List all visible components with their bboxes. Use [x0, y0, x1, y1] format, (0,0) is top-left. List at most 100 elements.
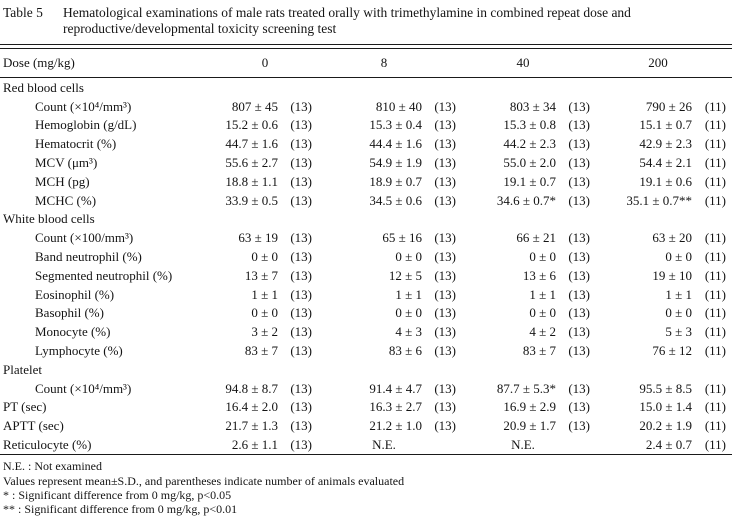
cell-value: 21.7 ± 1.3 — [225, 418, 278, 434]
data-cell: 810 ± 40 (13) — [312, 99, 456, 115]
cell-value: 19.1 ± 0.6 — [639, 173, 692, 189]
data-cell: 5 ± 3 (11) — [590, 324, 726, 340]
row-label: APTT (sec) — [3, 418, 64, 434]
cell-animal-count: (13) — [568, 117, 590, 133]
cell-animal-count: (13) — [568, 192, 590, 208]
data-cell: 83 ± 7 (13) — [218, 343, 312, 359]
caption-text: Hematological examinations of male rats … — [63, 5, 728, 37]
cell-value: 3 ± 2 — [251, 324, 278, 340]
row-label: MCV (μm³) — [35, 154, 98, 170]
table-number: Table 5 — [3, 5, 43, 20]
data-cell: 15.1 ± 0.7 (11) — [590, 117, 726, 133]
cell-animal-count: (13) — [434, 305, 456, 321]
cell-value: 94.8 ± 8.7 — [225, 380, 278, 396]
cell-animal-count: (13) — [568, 248, 590, 264]
table-row: Segmented neutrophil (%) 13 ± 7 (13) 12 … — [0, 266, 732, 285]
cell-animal-count: (11) — [704, 136, 726, 152]
cell-value: 55.6 ± 2.7 — [225, 154, 278, 170]
cell-animal-count: (11) — [704, 305, 726, 321]
cell-animal-count: (13) — [290, 248, 312, 264]
cell-value: 16.3 ± 2.7 — [369, 399, 422, 415]
cell-value: N.E. — [511, 436, 535, 452]
cell-value: 0 ± 0 — [529, 248, 556, 264]
data-cell: 0 ± 0 (13) — [218, 249, 312, 265]
cell-value: 0 ± 0 — [251, 305, 278, 321]
cell-animal-count: (13) — [434, 117, 456, 133]
row-label: Monocyte (%) — [35, 324, 111, 340]
cell-animal-count: (11) — [704, 324, 726, 340]
data-cell: 42.9 ± 2.3 (11) — [590, 136, 726, 152]
cell-animal-count: (11) — [704, 173, 726, 189]
cell-value: 63 ± 20 — [652, 230, 692, 246]
cell-animal-count: (13) — [290, 342, 312, 358]
cell-value: 15.2 ± 0.6 — [225, 117, 278, 133]
data-cell: 1 ± 1 (13) — [312, 287, 456, 303]
table-section-row: White blood cells — [0, 210, 732, 229]
row-label: Band neutrophil (%) — [35, 248, 142, 264]
cell-animal-count: (13) — [290, 230, 312, 246]
cell-animal-count: (11) — [704, 154, 726, 170]
data-cell: 1 ± 1 (11) — [590, 287, 726, 303]
cell-value: 2.6 ± 1.1 — [231, 436, 278, 452]
table-top-double-rule — [0, 44, 732, 50]
data-cell: 0 ± 0 (13) — [456, 249, 590, 265]
cell-animal-count: (13) — [568, 154, 590, 170]
cell-value: 15.3 ± 0.4 — [369, 117, 422, 133]
row-label: Count (×10⁴/mm³) — [35, 98, 132, 114]
table-section-row: Red blood cells — [0, 78, 732, 97]
cell-animal-count: (13) — [434, 399, 456, 415]
table-row: Eosinophil (%) 1 ± 1 (13) 1 ± 1 (13) 1 ±… — [0, 285, 732, 304]
row-label: Basophil (%) — [35, 305, 104, 321]
cell-value: 1 ± 1 — [529, 286, 556, 302]
cell-animal-count: (11) — [704, 117, 726, 133]
data-cell: 55.6 ± 2.7 (13) — [218, 155, 312, 171]
cell-value: 54.9 ± 1.9 — [369, 154, 422, 170]
dose-col-0: 0 — [261, 55, 269, 71]
data-cell: 35.1 ± 0.7** (11) — [590, 193, 726, 209]
data-cell: 3 ± 2 (13) — [218, 324, 312, 340]
cell-animal-count: (13) — [568, 305, 590, 321]
data-cell: 0 ± 0 (13) — [218, 305, 312, 321]
cell-animal-count: (13) — [290, 267, 312, 283]
data-cell: 44.4 ± 1.6 (13) — [312, 136, 456, 152]
cell-value: 44.4 ± 1.6 — [369, 136, 422, 152]
data-cell: 16.3 ± 2.7 (13) — [312, 399, 456, 415]
data-cell: 807 ± 45 (13) — [218, 99, 312, 115]
data-cell: 65 ± 16 (13) — [312, 230, 456, 246]
cell-value: 0 ± 0 — [665, 248, 692, 264]
cell-value: 12 ± 5 — [388, 267, 422, 283]
data-cell: 0 ± 0 (13) — [312, 305, 456, 321]
section-label: Red blood cells — [3, 79, 84, 95]
cell-value: 5 ± 3 — [665, 324, 692, 340]
cell-value: 19.1 ± 0.7 — [503, 173, 556, 189]
data-cell: 20.2 ± 1.9 (11) — [590, 418, 726, 434]
cell-value: 1 ± 1 — [665, 286, 692, 302]
cell-value: 55.0 ± 2.0 — [503, 154, 556, 170]
data-cell: 1 ± 1 (13) — [218, 287, 312, 303]
cell-value: 0 ± 0 — [529, 305, 556, 321]
cell-animal-count: (13) — [290, 136, 312, 152]
cell-value: 76 ± 12 — [652, 342, 692, 358]
cell-value: 0 ± 0 — [251, 248, 278, 264]
data-cell: 16.4 ± 2.0 (13) — [218, 399, 312, 415]
dose-col-8: 8 — [380, 55, 388, 71]
cell-value: 54.4 ± 2.1 — [639, 154, 692, 170]
data-cell: 2.6 ± 1.1 (13) — [218, 437, 312, 453]
cell-animal-count: (13) — [434, 98, 456, 114]
cell-value: 0 ± 0 — [665, 305, 692, 321]
data-cell: 21.7 ± 1.3 (13) — [218, 418, 312, 434]
data-cell: 55.0 ± 2.0 (13) — [456, 155, 590, 171]
cell-animal-count: (11) — [704, 248, 726, 264]
cell-animal-count: (13) — [568, 418, 590, 434]
caption-line-1: Hematological examinations of male rats … — [63, 5, 631, 20]
cell-value: 790 ± 26 — [645, 98, 692, 114]
data-cell: 1 ± 1 (13) — [456, 287, 590, 303]
data-cell: 83 ± 7 (13) — [456, 343, 590, 359]
table-row: PT (sec) 16.4 ± 2.0 (13) 16.3 ± 2.7 (13)… — [0, 398, 732, 417]
cell-value: 19 ± 10 — [652, 267, 692, 283]
cell-animal-count: (13) — [568, 286, 590, 302]
cell-value: 83 ± 6 — [388, 342, 422, 358]
cell-value: 803 ± 34 — [509, 98, 556, 114]
cell-animal-count: (13) — [568, 230, 590, 246]
data-cell: 16.9 ± 2.9 (13) — [456, 399, 590, 415]
